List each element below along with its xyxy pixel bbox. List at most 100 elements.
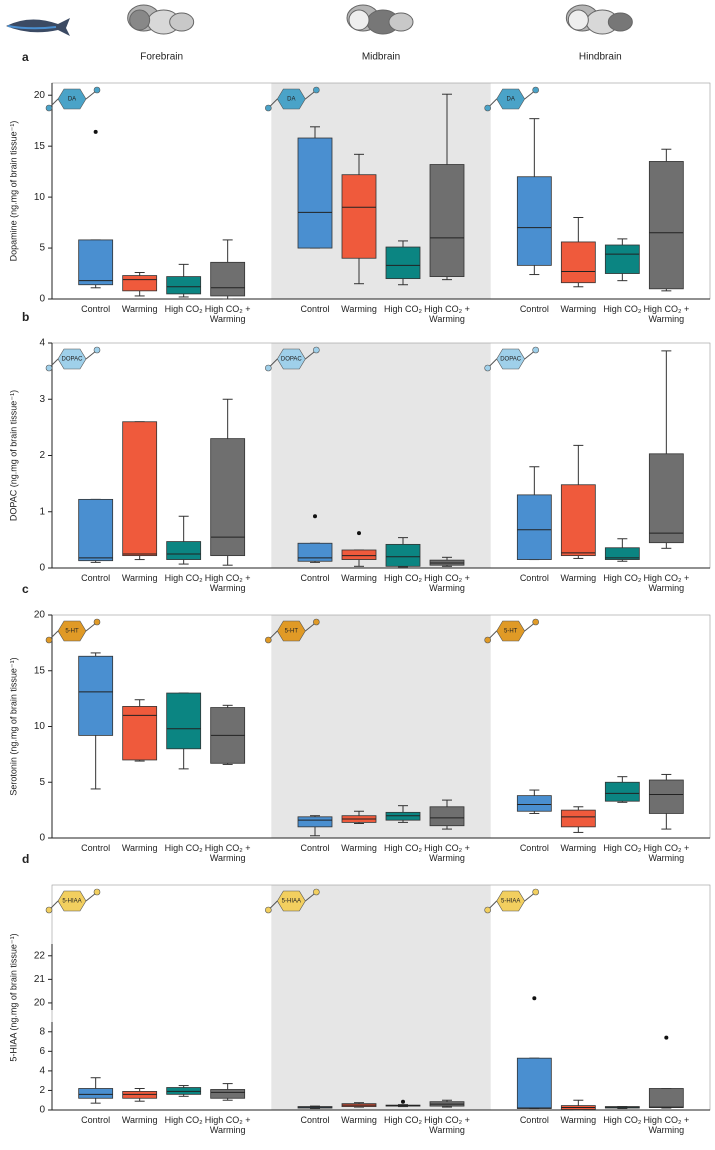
box (78, 239, 114, 286)
x-tick-label: Warming (341, 304, 377, 314)
y-tick-label: 3 (39, 394, 45, 405)
x-tick-label-box: Warming (560, 304, 596, 314)
x-tick-label: High CO₂ + Warming (643, 843, 690, 863)
brain-lobe (388, 12, 414, 32)
x-tick-label-box: High CO₂ + Warming (205, 843, 251, 863)
box (604, 547, 640, 560)
x-tick-label: Control (519, 573, 549, 583)
outlier (93, 129, 98, 134)
molecule-bond (524, 350, 535, 360)
box-plot (210, 239, 246, 300)
molecule-atom (313, 346, 320, 354)
molecule-atom (45, 906, 53, 914)
x-tick-label: High CO₂ + Warming (424, 304, 470, 324)
box (516, 494, 552, 560)
x-tick-label: Warming (121, 304, 158, 314)
x-tick-label-box: High CO₂ (603, 1115, 642, 1125)
box (122, 421, 158, 557)
region-title: Hindbrain (579, 52, 622, 63)
x-tick-label-box: High CO₂ + Warming (424, 304, 470, 324)
box-plot (604, 776, 640, 803)
box-plot (648, 773, 684, 830)
brain-lobe (169, 12, 195, 32)
y-tick-label: 15 (34, 141, 46, 152)
box (297, 137, 333, 249)
x-tick-label: Control (519, 304, 549, 314)
box-plot (429, 799, 465, 830)
y-tick-label: 5 (39, 243, 45, 254)
molecule-atom (532, 888, 539, 896)
x-tick-label-box: Warming (341, 843, 377, 853)
box (166, 692, 202, 750)
x-tick-label: High CO₂ (603, 1115, 642, 1125)
box (516, 795, 552, 812)
x-tick-label-box: Warming (341, 1115, 377, 1125)
molecule-atom (532, 346, 539, 354)
box (341, 174, 377, 259)
molecule-icon: 5-HT (484, 618, 539, 644)
box-plot (166, 263, 202, 298)
brain-icon (346, 4, 414, 35)
molecule-atom (313, 618, 320, 626)
x-tick-label: Warming (560, 843, 597, 853)
x-tick-label-box: Warming (341, 304, 377, 314)
box (648, 779, 684, 814)
x-tick-label-box: Control (81, 304, 110, 314)
molecule-bond (85, 90, 97, 100)
y-tick-label: 0 (39, 1105, 45, 1116)
box-plot (297, 126, 333, 249)
x-tick-label-box: High CO₂ (384, 1115, 422, 1125)
box-plot (210, 1083, 246, 1101)
box-plot (166, 515, 202, 565)
x-tick-label: High CO₂ (164, 1115, 203, 1125)
box-plot (648, 148, 684, 292)
y-tick-label: 1 (39, 506, 45, 517)
x-tick-label: Warming (121, 843, 158, 853)
x-tick-label-box: High CO₂ (165, 304, 203, 314)
x-tick-label-box: High CO₂ (165, 573, 203, 583)
molecule-atom (484, 906, 491, 914)
box (385, 246, 421, 280)
panel-label: d (22, 852, 29, 866)
region-shade (271, 885, 491, 1110)
molecule-atom (484, 104, 491, 112)
y-tick-label: 6 (39, 1046, 45, 1057)
x-tick-label-box: High CO₂ + Warming (424, 1115, 470, 1135)
box (429, 806, 465, 827)
box-plot (385, 537, 421, 568)
box-plot (78, 1077, 114, 1104)
box-plot (560, 444, 596, 559)
x-tick-label: High CO₂ (383, 843, 422, 853)
x-tick-label-box: Control (81, 1115, 110, 1125)
molecule-atom (93, 86, 101, 94)
y-axis-title: Dopamine (ng.mg of brain tissue⁻¹) (8, 121, 18, 262)
box-plot (297, 815, 333, 837)
x-tick-label: Warming (560, 1115, 597, 1125)
x-tick-label-box: High CO₂ (164, 1115, 203, 1125)
y-tick-label: 15 (34, 665, 46, 676)
x-tick-label: Warming (560, 573, 597, 583)
x-tick-label-box: Control (300, 573, 329, 583)
x-tick-label: Control (81, 573, 111, 583)
x-tick-label-box: Control (81, 843, 110, 853)
box-plot (122, 699, 158, 762)
icon-label: 5-HT (285, 629, 299, 635)
brain-lobe (348, 9, 370, 31)
box-plot (78, 498, 114, 563)
box-plot (516, 789, 552, 814)
x-tick-label-box: Control (81, 573, 111, 583)
y-tick-label: 2 (39, 450, 45, 461)
outlier (664, 1035, 669, 1040)
box-plot (78, 652, 114, 790)
x-tick-label-box: High CO₂ (603, 304, 641, 314)
x-tick-label: High CO₂ + Warming (424, 1115, 470, 1135)
molecule-icon: 5-HIAA (45, 888, 101, 914)
icon-label: DA (506, 97, 514, 103)
icon-label: DOPAC (281, 357, 303, 363)
box-plot (122, 1087, 158, 1102)
y-tick-label: 20 (34, 90, 46, 101)
box (385, 543, 421, 567)
icon-label: 5-HIAA (282, 899, 301, 905)
x-tick-label: Warming (121, 1115, 158, 1125)
